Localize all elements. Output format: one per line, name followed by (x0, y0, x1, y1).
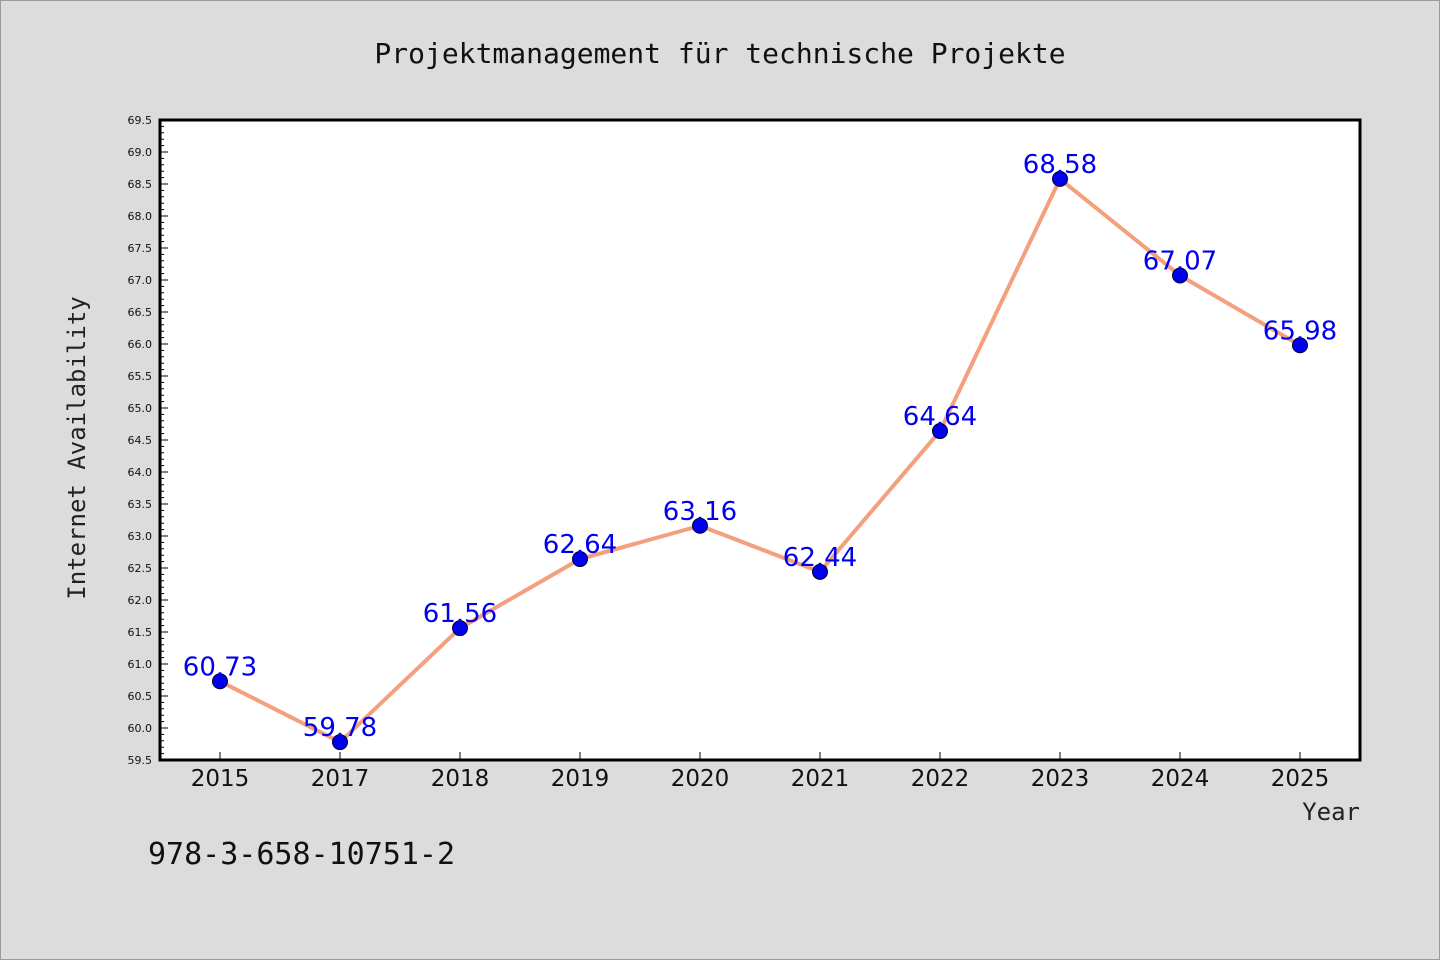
x-tick-label: 2023 (1031, 766, 1090, 792)
y-axis: 59.5 60.0 60.5 61.0 61.5 62.0 62.5 63.0 63.5 64.0… (128, 114, 168, 767)
y-tick-label: 64.5 (128, 434, 153, 447)
series-markers (212, 170, 1308, 751)
x-tick-label: 2021 (791, 766, 850, 792)
y-tick-label: 66.5 (128, 306, 153, 319)
data-labels: 60.73 59.78 61.56 62.64 63.16 62.44 64.64 68.58… (183, 150, 1337, 743)
chart-title: Projektmanagement für technische Projekt… (374, 37, 1065, 70)
y-axis-label: Internet Availability (63, 296, 91, 599)
y-tick-label: 60.5 (128, 690, 153, 703)
y-tick-label: 60.0 (128, 722, 153, 735)
y-tick-label: 68.0 (128, 210, 153, 223)
x-tick-label: 2025 (1271, 766, 1330, 792)
isbn-text: 978-3-658-10751-2 (148, 837, 455, 872)
data-point (1052, 170, 1068, 187)
series-line (218, 176, 1302, 745)
data-point (1292, 337, 1308, 354)
data-label: 62.44 (783, 543, 857, 573)
y-tick-label: 66.0 (128, 338, 153, 351)
x-axis: 2015 2017 2018 2019 2020 2021 2022 2023 2024 2025 (191, 752, 1330, 792)
x-tick-label: 2022 (911, 766, 970, 792)
data-label: 67.07 (1143, 247, 1217, 277)
data-point (692, 517, 708, 534)
y-tick-label: 69.0 (128, 146, 153, 159)
x-tick-label: 2018 (431, 766, 490, 792)
data-label: 65.98 (1263, 316, 1337, 346)
plot-border (158, 118, 1362, 762)
y-tick-label: 62.5 (128, 562, 153, 575)
y-tick-label: 65.5 (128, 370, 153, 383)
y-tick-label: 59.5 (128, 754, 153, 767)
data-label: 60.73 (183, 652, 257, 682)
y-tick-label: 67.5 (128, 242, 153, 255)
data-label: 61.56 (423, 599, 497, 629)
y-tick-label: 61.5 (128, 626, 153, 639)
y-tick-label: 63.0 (128, 530, 153, 543)
data-label: 59.78 (303, 713, 377, 743)
data-point (932, 423, 948, 440)
data-label: 68.58 (1023, 150, 1097, 180)
x-tick-label: 2019 (551, 766, 610, 792)
y-tick-label: 67.0 (128, 274, 153, 287)
data-label: 62.64 (543, 530, 617, 560)
y-tick-label: 62.0 (128, 594, 153, 607)
x-tick-label: 2024 (1151, 766, 1210, 792)
data-point (332, 734, 348, 751)
data-point (212, 673, 228, 690)
y-tick-label: 63.5 (128, 498, 153, 511)
y-tick-label: 61.0 (128, 658, 153, 671)
plot-area (160, 120, 1360, 760)
y-tick-label: 65.0 (128, 402, 153, 415)
x-tick-label: 2017 (311, 766, 370, 792)
data-label: 63.16 (663, 497, 737, 527)
x-tick-label: 2015 (191, 766, 250, 792)
y-tick-label: 64.0 (128, 466, 153, 479)
data-point (1172, 267, 1188, 284)
data-label: 64.64 (903, 402, 977, 432)
x-axis-label: Year (1302, 798, 1360, 826)
data-point (452, 620, 468, 637)
data-point (812, 563, 828, 580)
y-tick-label: 68.5 (128, 178, 153, 191)
data-point (572, 551, 588, 568)
x-tick-label: 2020 (671, 766, 730, 792)
y-tick-label: 69.5 (128, 114, 153, 127)
